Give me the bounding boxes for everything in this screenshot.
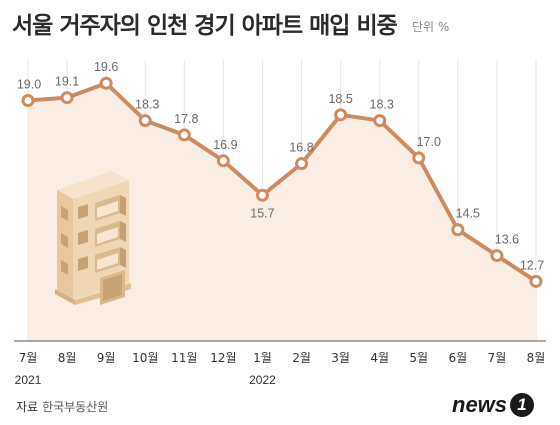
data-point xyxy=(451,223,465,237)
x-tick-label: 4월 xyxy=(370,351,389,365)
year-label: 2021 xyxy=(15,373,42,387)
data-point xyxy=(255,188,269,202)
data-label: 16.8 xyxy=(289,141,313,155)
data-point xyxy=(295,157,309,171)
x-tick-label: 7월 xyxy=(488,351,507,365)
data-label: 14.5 xyxy=(456,207,480,221)
data-label: 19.6 xyxy=(94,60,118,74)
x-tick-label: 3월 xyxy=(331,351,350,365)
data-label: 17.0 xyxy=(417,135,441,149)
data-label: 13.6 xyxy=(495,233,519,247)
data-label: 16.9 xyxy=(213,138,237,152)
data-label: 18.5 xyxy=(328,92,352,106)
x-tick-label: 7월 xyxy=(19,351,38,365)
data-labels: 19.0 19.1 19.6 18.3 17.8 16.9 15.7 16.8 18.5 18.3… xyxy=(17,60,544,272)
x-tick-label: 11월 xyxy=(171,351,197,365)
data-point xyxy=(21,93,35,107)
x-tick-label: 9월 xyxy=(97,351,116,365)
data-point xyxy=(490,249,504,263)
data-points xyxy=(21,76,543,288)
data-point xyxy=(177,128,191,142)
x-tick-label: 6월 xyxy=(449,351,468,365)
apartment-building-icon xyxy=(55,171,131,305)
data-point xyxy=(60,91,74,105)
x-tick-label: 12월 xyxy=(210,351,236,365)
data-label: 19.1 xyxy=(55,75,79,89)
x-tick-label: 5월 xyxy=(409,351,428,365)
data-label: 12.7 xyxy=(520,258,544,272)
x-tick-label: 8월 xyxy=(58,351,77,365)
x-tick-label: 8월 xyxy=(527,351,546,365)
logo-text: news xyxy=(452,392,508,417)
chart-title: 서울 거주자의 인천 경기 아파트 매입 비중 xyxy=(12,13,398,39)
data-point xyxy=(412,151,426,165)
data-label: 15.7 xyxy=(250,206,274,220)
x-tick-label: 2월 xyxy=(292,351,311,365)
x-tick-label: 1월 xyxy=(253,351,272,365)
data-label: 18.3 xyxy=(370,98,394,112)
data-point xyxy=(138,114,152,128)
unit-label: 단위 % xyxy=(412,20,450,34)
data-label: 18.3 xyxy=(135,98,159,112)
x-tick-labels: 7월 8월 9월 10월 11월 12월 1월 2월 3월 4월 5월 6월 7월 8월 2021 2022 xyxy=(15,351,546,387)
data-point xyxy=(373,114,387,128)
logo-badge: 1 xyxy=(510,393,535,417)
data-point xyxy=(529,274,543,288)
data-point xyxy=(99,76,113,90)
data-point xyxy=(216,154,230,168)
news1-logo: news 1 xyxy=(452,392,535,418)
data-label: 19.0 xyxy=(17,77,41,91)
area-fill xyxy=(28,83,536,341)
data-label: 17.8 xyxy=(174,112,198,126)
series-line xyxy=(26,81,538,284)
source-name: 한국부동산원 xyxy=(42,400,109,414)
data-point xyxy=(334,108,348,122)
source-label: 자료 xyxy=(16,400,39,414)
year-label: 2022 xyxy=(249,373,276,387)
x-tick-label: 10월 xyxy=(132,351,158,365)
source-note: 자료 한국부동산원 xyxy=(16,398,108,415)
